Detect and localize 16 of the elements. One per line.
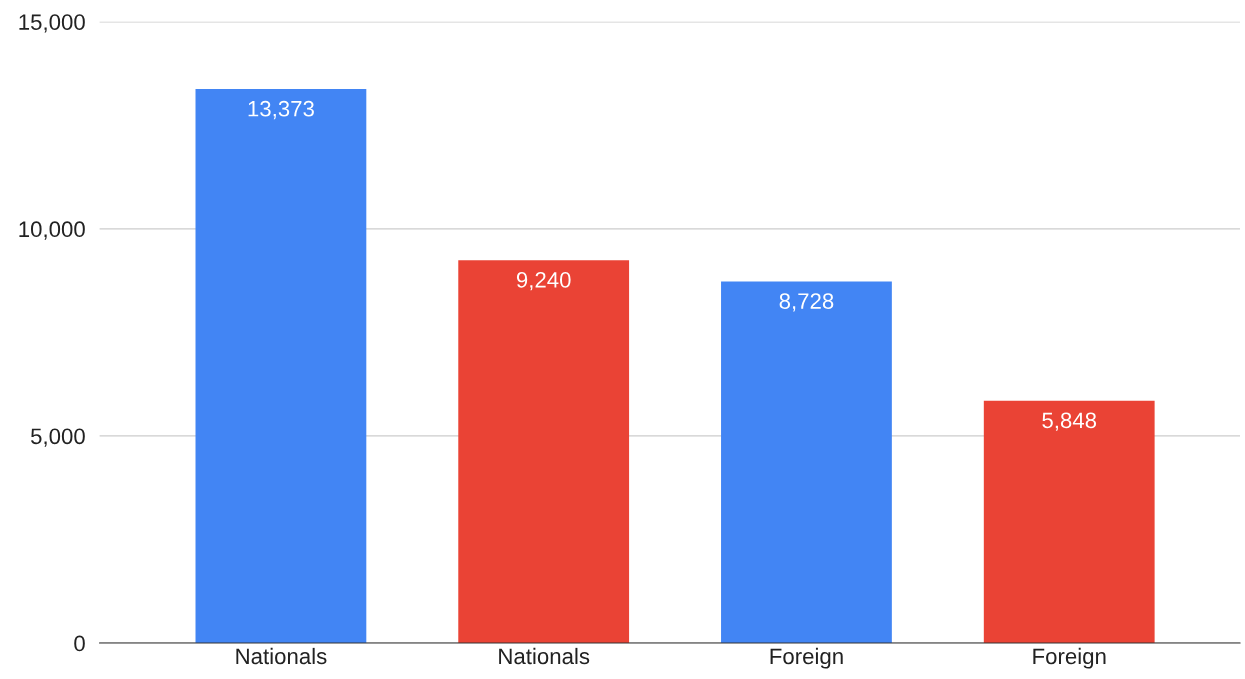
data-label: 9,240 (516, 272, 571, 291)
bar (195, 89, 367, 644)
x-tick-label: Foreign (770, 647, 843, 669)
y-tick-label: 15,000 (19, 14, 85, 33)
data-label: 13,373 (248, 100, 314, 120)
y-tick-label: 0 (74, 635, 85, 652)
x-tick-label: Nationals (499, 647, 590, 665)
x-tick-label: Nationals (236, 647, 327, 665)
data-label: 8,728 (779, 293, 834, 312)
y-tick-label: 10,000 (19, 221, 85, 240)
data-label: 5,848 (1042, 412, 1097, 431)
x-tick-label: Foreign (1033, 647, 1106, 669)
bar (458, 260, 630, 644)
bar (983, 400, 1155, 644)
y-tick-label: 5,000 (31, 428, 85, 447)
bar (721, 281, 892, 644)
